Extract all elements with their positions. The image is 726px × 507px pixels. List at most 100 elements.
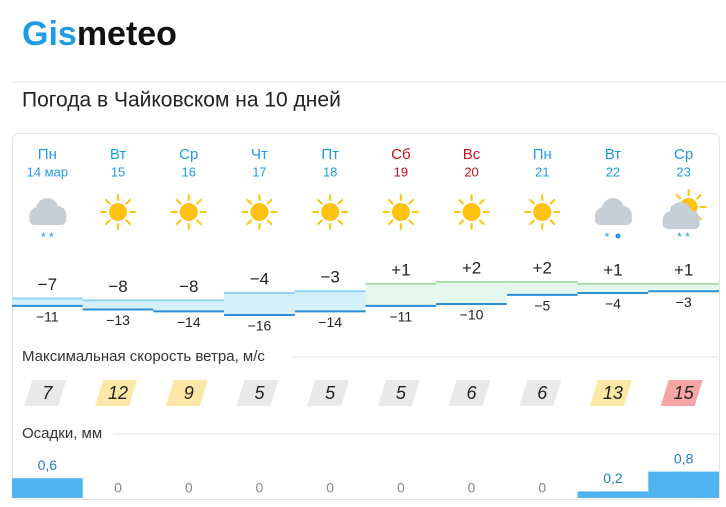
temp-min: −16 — [248, 318, 272, 334]
sun-ray — [266, 219, 273, 226]
sun-ray — [337, 219, 344, 226]
day-name: Ср — [674, 146, 693, 163]
snow-icon: * — [605, 230, 610, 244]
sun-ray — [696, 193, 702, 200]
precip-title: Осадки, мм — [22, 425, 102, 442]
wind-badge — [95, 380, 138, 406]
temp-max: −7 — [38, 275, 57, 294]
temp-range — [153, 300, 225, 312]
temp-range — [506, 282, 578, 295]
day-name: Вс — [463, 146, 481, 163]
sun-ray — [387, 219, 394, 226]
wind-value: 12 — [108, 383, 128, 403]
precip-value: 0 — [468, 480, 476, 496]
sun-ray — [175, 198, 182, 205]
logo[interactable]: Gismeteo — [22, 15, 177, 53]
sun-ray — [105, 198, 111, 205]
temp-min: −11 — [36, 309, 59, 325]
wind-badge — [377, 380, 420, 406]
day-name: Вт — [110, 146, 127, 163]
temp-range — [294, 291, 366, 312]
page-title: Погода в Чайковском на 10 дней — [22, 89, 341, 112]
temp-range — [648, 283, 719, 292]
temp-min: −13 — [106, 312, 130, 328]
day-name: Пт — [321, 146, 339, 163]
wind-badge — [236, 380, 279, 406]
snow-icon: * * — [41, 230, 54, 244]
sun-ray — [266, 198, 273, 205]
sun-ray — [408, 198, 414, 205]
sun-ray — [549, 198, 556, 205]
wind-value: 6 — [467, 383, 478, 403]
temp-range — [577, 283, 649, 294]
sun-ray — [479, 219, 485, 226]
sun-ray — [337, 198, 344, 205]
day-date: 18 — [323, 164, 337, 179]
sun-icon — [391, 203, 410, 221]
day-name: Пн — [38, 146, 57, 163]
temp-max: +1 — [674, 260, 693, 279]
day-date: 22 — [606, 164, 620, 179]
precip-bar — [577, 491, 649, 498]
snow-icon: * * — [677, 230, 690, 244]
precip-value: 0 — [397, 480, 405, 496]
cloud-part — [594, 214, 632, 225]
logo-accent: Gis — [22, 15, 77, 53]
temp-min: −4 — [605, 296, 621, 312]
temp-range — [224, 293, 295, 315]
precip-value: 0 — [538, 480, 546, 496]
sun-ray — [675, 193, 682, 200]
temp-min: −14 — [177, 314, 201, 330]
precip-value: 0 — [185, 480, 193, 496]
temp-max: −3 — [320, 268, 339, 287]
wind-value: 15 — [674, 383, 695, 403]
precip-bar — [12, 478, 83, 498]
cloud-part — [662, 218, 700, 229]
sun-ray — [196, 219, 202, 226]
cloud-icon — [662, 202, 700, 229]
sun-ray — [175, 219, 182, 226]
precip-value: 0 — [114, 480, 122, 496]
sun-ray — [408, 219, 414, 226]
day-name: Пн — [533, 146, 552, 163]
temp-max: −4 — [250, 270, 269, 289]
wind-badge — [589, 380, 632, 406]
wind-value: 5 — [325, 383, 336, 403]
temp-max: +1 — [603, 260, 622, 279]
wind-badge — [519, 380, 562, 406]
sun-ray — [196, 198, 202, 205]
day-name: Сб — [391, 146, 410, 163]
temp-min: −11 — [389, 309, 412, 325]
temp-max: +1 — [391, 260, 410, 279]
day-date: 20 — [464, 164, 478, 179]
temp-min: −10 — [460, 307, 484, 323]
temp-min: −14 — [318, 314, 342, 330]
temp-range — [82, 300, 154, 310]
day-name: Чт — [251, 146, 268, 163]
sun-ray — [479, 198, 485, 205]
precip-value: 0,6 — [38, 457, 58, 473]
sun-ray — [105, 219, 111, 226]
sun-ray — [317, 198, 323, 205]
wind-badge — [448, 380, 491, 406]
sun-icon — [179, 203, 198, 221]
temp-range — [12, 298, 83, 306]
wind-badge — [660, 380, 703, 406]
sun-ray — [125, 198, 132, 205]
wind-value: 13 — [603, 383, 623, 403]
day-date: 23 — [676, 164, 690, 179]
precip-value: 0,2 — [603, 470, 623, 486]
cloud-part — [29, 214, 67, 225]
sun-icon — [462, 203, 481, 221]
temp-range — [365, 283, 437, 306]
day-date: 14 мар — [27, 164, 68, 179]
sun-icon — [533, 203, 552, 221]
rain-drop — [615, 233, 621, 239]
wind-badge — [165, 380, 208, 406]
temp-max: +2 — [533, 259, 552, 278]
sun-ray — [246, 219, 252, 226]
wind-value: 6 — [537, 383, 548, 403]
sun-icon — [321, 203, 340, 221]
